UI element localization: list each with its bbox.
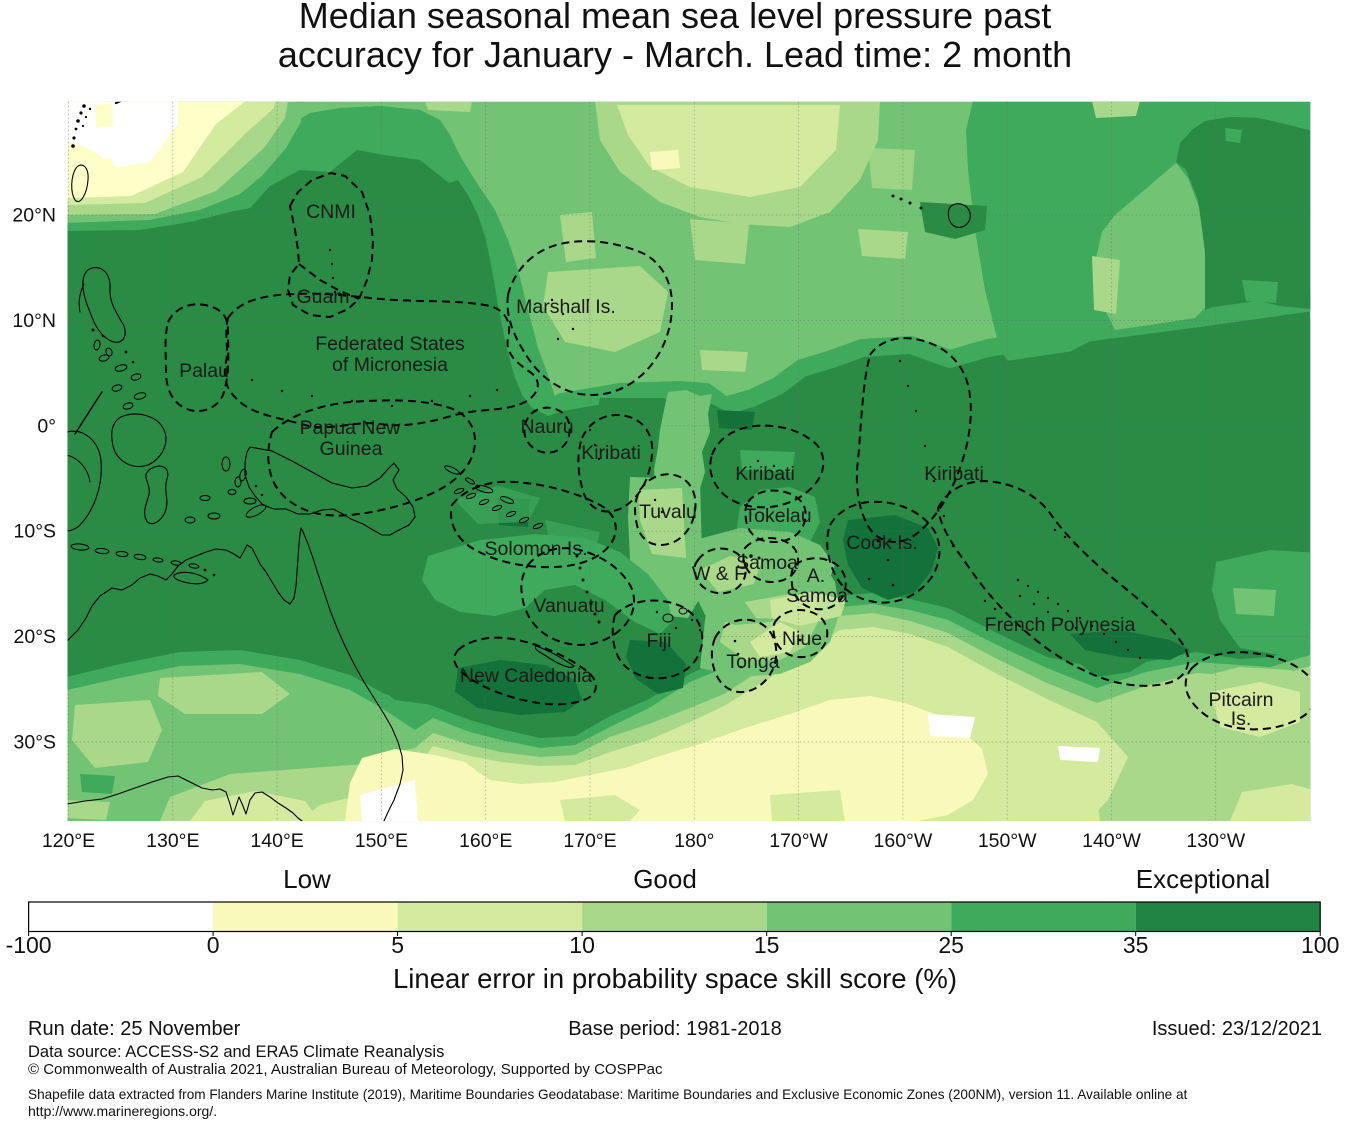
svg-text:150°E: 150°E xyxy=(355,830,408,852)
svg-text:Kiribati: Kiribati xyxy=(581,442,641,464)
svg-text:140°W: 140°W xyxy=(1082,830,1141,852)
svg-text:20°N: 20°N xyxy=(12,205,56,227)
svg-text:160°W: 160°W xyxy=(874,830,933,852)
svg-text:30°S: 30°S xyxy=(14,732,57,754)
svg-text:Linear error in probability sp: Linear error in probability space skill … xyxy=(393,963,957,994)
svg-text:W & F: W & F xyxy=(692,563,746,585)
svg-text:Papua New: Papua New xyxy=(300,417,402,439)
svg-text:Marshall Is.: Marshall Is. xyxy=(516,296,616,318)
svg-text:15: 15 xyxy=(754,932,780,958)
svg-text:0°: 0° xyxy=(37,415,56,437)
svg-text:Samoa: Samoa xyxy=(786,585,848,607)
svg-text:Pitcairn: Pitcairn xyxy=(1208,689,1273,711)
svg-text:Is.: Is. xyxy=(1231,708,1252,730)
svg-text:Median seasonal mean sea level: Median seasonal mean sea level pressure … xyxy=(299,0,1051,36)
svg-text:Tuvalu: Tuvalu xyxy=(639,501,697,523)
svg-text:Federated States: Federated States xyxy=(315,333,465,355)
svg-text:Solomon Is.: Solomon Is. xyxy=(485,538,588,560)
svg-text:Palau: Palau xyxy=(179,360,229,382)
svg-text:25: 25 xyxy=(938,932,964,958)
svg-text:Guam: Guam xyxy=(296,286,349,308)
svg-text:CNMI: CNMI xyxy=(306,201,356,223)
svg-text:Cook Is.: Cook Is. xyxy=(846,532,918,554)
svg-text:-100: -100 xyxy=(6,932,52,958)
svg-text:130°W: 130°W xyxy=(1186,830,1245,852)
svg-text:of Micronesia: of Micronesia xyxy=(332,354,448,376)
svg-text:160°E: 160°E xyxy=(459,830,512,852)
svg-text:120°E: 120°E xyxy=(42,830,95,852)
svg-text:10°N: 10°N xyxy=(12,310,56,332)
svg-text:Run date: 25 November: Run date: 25 November xyxy=(28,1018,241,1040)
svg-text:Nauru: Nauru xyxy=(520,416,573,438)
svg-text:180°: 180° xyxy=(674,830,714,852)
svg-text:French Polynesia: French Polynesia xyxy=(985,614,1136,636)
svg-text:New Caledonia: New Caledonia xyxy=(460,665,592,687)
svg-text:Guinea: Guinea xyxy=(320,438,383,460)
svg-text:Niue: Niue xyxy=(782,628,822,650)
svg-text:Kiribati: Kiribati xyxy=(735,463,795,485)
svg-text:20°S: 20°S xyxy=(14,626,57,648)
svg-text:Low: Low xyxy=(283,864,331,894)
svg-text:A.: A. xyxy=(807,565,825,587)
svg-text:Tokelau: Tokelau xyxy=(744,505,811,527)
svg-text:130°E: 130°E xyxy=(146,830,199,852)
svg-text:Data source: ACCESS-S2 and ERA: Data source: ACCESS-S2 and ERA5 Climate … xyxy=(28,1043,444,1061)
svg-text:170°E: 170°E xyxy=(563,830,616,852)
svg-text:0: 0 xyxy=(207,932,220,958)
svg-text:5: 5 xyxy=(391,932,404,958)
svg-text:http://www.marineregions.org/.: http://www.marineregions.org/. xyxy=(28,1103,217,1119)
svg-text:Base period: 1981-2018: Base period: 1981-2018 xyxy=(568,1018,782,1040)
svg-text:© Commonwealth of Australia 20: © Commonwealth of Australia 2021, Austra… xyxy=(28,1061,663,1078)
svg-text:Good: Good xyxy=(633,864,697,894)
svg-text:140°E: 140°E xyxy=(250,830,303,852)
svg-text:Issued: 23/12/2021: Issued: 23/12/2021 xyxy=(1152,1018,1322,1040)
svg-text:Fiji: Fiji xyxy=(647,630,672,652)
svg-text:170°W: 170°W xyxy=(769,830,828,852)
svg-text:10°S: 10°S xyxy=(14,521,57,543)
svg-text:Exceptional: Exceptional xyxy=(1136,864,1270,894)
svg-text:10: 10 xyxy=(569,932,595,958)
svg-text:Vanuatu: Vanuatu xyxy=(533,595,604,617)
svg-text:accuracy for January - March.: accuracy for January - March. Lead time:… xyxy=(278,34,1072,75)
svg-text:Kiribati: Kiribati xyxy=(924,463,984,485)
svg-text:150°W: 150°W xyxy=(978,830,1037,852)
svg-text:Shapefile data extracted from: Shapefile data extracted from Flanders M… xyxy=(28,1087,1188,1102)
svg-text:35: 35 xyxy=(1123,932,1149,958)
svg-text:Samoa: Samoa xyxy=(736,552,798,574)
svg-text:100: 100 xyxy=(1301,932,1339,958)
svg-text:Tonga: Tonga xyxy=(726,651,779,673)
